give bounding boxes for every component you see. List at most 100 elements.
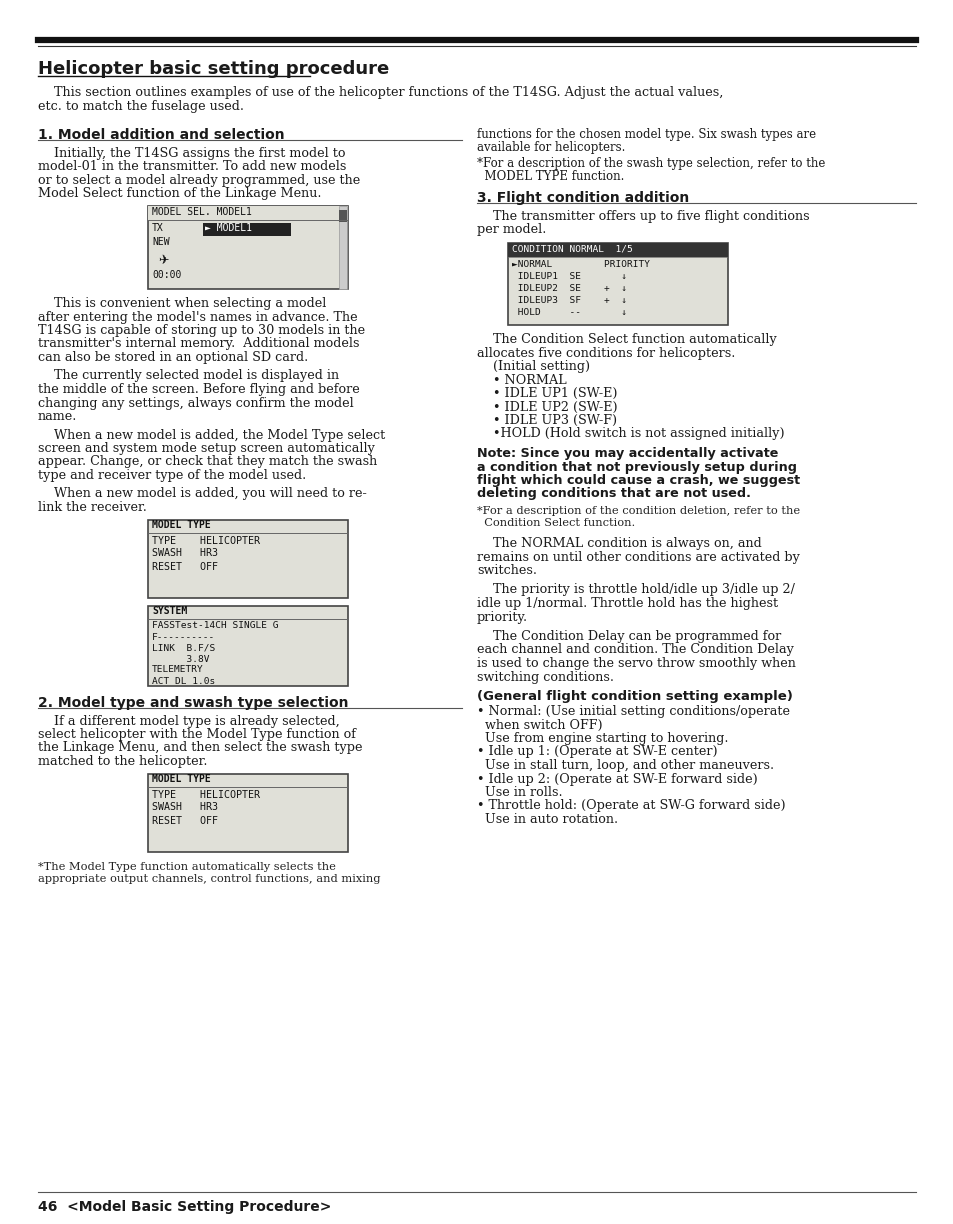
Text: functions for the chosen model type. Six swash types are: functions for the chosen model type. Six… (476, 129, 815, 141)
Text: type and receiver type of the model used.: type and receiver type of the model used… (38, 469, 306, 482)
Text: TX: TX (152, 223, 164, 233)
Text: • NORMAL: • NORMAL (476, 373, 566, 387)
Text: This section outlines examples of use of the helicopter functions of the T14SG. : This section outlines examples of use of… (38, 86, 722, 99)
Text: Use in rolls.: Use in rolls. (476, 786, 562, 799)
Text: link the receiver.: link the receiver. (38, 501, 147, 514)
Text: Use in stall turn, loop, and other maneuvers.: Use in stall turn, loop, and other maneu… (476, 759, 773, 772)
Text: Condition Select function.: Condition Select function. (476, 519, 635, 529)
Text: F----------: F---------- (152, 633, 215, 641)
Text: FASSTest-14CH SINGLE G: FASSTest-14CH SINGLE G (152, 622, 278, 630)
Bar (507, 244, 727, 257)
Text: appropriate output channels, control functions, and mixing: appropriate output channels, control fun… (38, 874, 380, 884)
Text: matched to the helicopter.: matched to the helicopter. (38, 755, 208, 767)
Text: 3. Flight condition addition: 3. Flight condition addition (476, 191, 688, 204)
Bar (338, 211, 347, 222)
Text: switches.: switches. (476, 564, 537, 577)
Text: The NORMAL condition is always on, and: The NORMAL condition is always on, and (476, 537, 760, 550)
Text: select helicopter with the Model Type function of: select helicopter with the Model Type fu… (38, 728, 355, 741)
Text: HOLD     --       ↓: HOLD -- ↓ (512, 308, 626, 317)
Text: MODEL SEL. MODEL1: MODEL SEL. MODEL1 (152, 207, 252, 217)
Text: priority.: priority. (476, 611, 528, 623)
Bar (148, 519, 348, 597)
Text: name.: name. (38, 410, 77, 424)
Bar (507, 244, 727, 326)
Text: or to select a model already programmed, use the: or to select a model already programmed,… (38, 174, 360, 187)
Text: ► MODEL1: ► MODEL1 (205, 223, 252, 233)
Bar (148, 774, 348, 852)
Text: *For a description of the condition deletion, refer to the: *For a description of the condition dele… (476, 506, 800, 517)
Text: •HOLD (Hold switch is not assigned initially): •HOLD (Hold switch is not assigned initi… (476, 427, 783, 441)
Text: NEW: NEW (152, 237, 170, 247)
Text: This is convenient when selecting a model: This is convenient when selecting a mode… (38, 297, 326, 310)
Text: 3.8V: 3.8V (152, 655, 210, 663)
Text: idle up 1/normal. Throttle hold has the highest: idle up 1/normal. Throttle hold has the … (476, 597, 778, 610)
Text: IDLEUP2  SE    +  ↓: IDLEUP2 SE + ↓ (512, 284, 626, 293)
Text: remains on until other conditions are activated by: remains on until other conditions are ac… (476, 551, 799, 563)
Text: a condition that not previously setup during: a condition that not previously setup du… (476, 460, 796, 474)
Text: available for helicopters.: available for helicopters. (476, 141, 625, 154)
Text: TYPE    HELICOPTER: TYPE HELICOPTER (152, 536, 260, 546)
Text: etc. to match the fuselage used.: etc. to match the fuselage used. (38, 100, 244, 113)
Text: • IDLE UP1 (SW-E): • IDLE UP1 (SW-E) (476, 387, 617, 400)
Text: per model.: per model. (476, 224, 546, 236)
Text: 2. Model type and swash type selection: 2. Model type and swash type selection (38, 695, 348, 710)
Text: deleting conditions that are not used.: deleting conditions that are not used. (476, 487, 750, 501)
Text: TELEMETRY: TELEMETRY (152, 666, 204, 674)
Text: The Condition Delay can be programmed for: The Condition Delay can be programmed fo… (476, 630, 781, 643)
Text: 00:00: 00:00 (152, 271, 181, 280)
Text: 1. Model addition and selection: 1. Model addition and selection (38, 129, 284, 142)
Text: *For a description of the swash type selection, refer to the: *For a description of the swash type sel… (476, 157, 824, 170)
Text: • Idle up 1: (Operate at SW-E center): • Idle up 1: (Operate at SW-E center) (476, 745, 717, 759)
Text: ✈: ✈ (158, 255, 169, 267)
Text: ►NORMAL         PRIORITY: ►NORMAL PRIORITY (512, 259, 649, 269)
Text: IDLEUP1  SE       ↓: IDLEUP1 SE ↓ (512, 272, 626, 282)
Text: MODEL TYPE: MODEL TYPE (152, 775, 211, 785)
Text: Use from engine starting to hovering.: Use from engine starting to hovering. (476, 732, 728, 745)
Text: after entering the model's names in advance. The: after entering the model's names in adva… (38, 311, 357, 323)
Text: appear. Change, or check that they match the swash: appear. Change, or check that they match… (38, 455, 376, 469)
Text: SWASH   HR3: SWASH HR3 (152, 803, 218, 813)
Text: model-01 in the transmitter. To add new models: model-01 in the transmitter. To add new … (38, 160, 346, 174)
Text: If a different model type is already selected,: If a different model type is already sel… (38, 715, 339, 727)
Text: flight which could cause a crash, we suggest: flight which could cause a crash, we sug… (476, 474, 800, 487)
Text: When a new model is added, you will need to re-: When a new model is added, you will need… (38, 487, 366, 501)
Text: screen and system mode setup screen automatically: screen and system mode setup screen auto… (38, 442, 375, 455)
Text: • IDLE UP2 (SW-E): • IDLE UP2 (SW-E) (476, 400, 617, 414)
Text: LINK  B.F/S: LINK B.F/S (152, 644, 215, 652)
Bar (338, 206, 347, 289)
Bar (148, 206, 348, 220)
Text: Use in auto rotation.: Use in auto rotation. (476, 813, 618, 826)
Text: transmitter's internal memory.  Additional models: transmitter's internal memory. Additiona… (38, 338, 359, 350)
Text: (Initial setting): (Initial setting) (476, 360, 590, 373)
Bar (148, 206, 348, 289)
Text: MODEL TYPE function.: MODEL TYPE function. (476, 170, 623, 184)
Text: (General flight condition setting example): (General flight condition setting exampl… (476, 690, 792, 703)
Text: Initially, the T14SG assigns the first model to: Initially, the T14SG assigns the first m… (38, 147, 345, 160)
Text: • Throttle hold: (Operate at SW-G forward side): • Throttle hold: (Operate at SW-G forwar… (476, 799, 785, 813)
Text: switching conditions.: switching conditions. (476, 671, 614, 683)
Text: The Condition Select function automatically: The Condition Select function automatica… (476, 333, 776, 346)
Text: SWASH   HR3: SWASH HR3 (152, 548, 218, 558)
Text: is used to change the servo throw smoothly when: is used to change the servo throw smooth… (476, 657, 795, 670)
Text: When a new model is added, the Model Type select: When a new model is added, the Model Typ… (38, 428, 385, 442)
Text: IDLEUP3  SF    +  ↓: IDLEUP3 SF + ↓ (512, 296, 626, 305)
Bar (148, 606, 348, 685)
Text: Helicopter basic setting procedure: Helicopter basic setting procedure (38, 60, 389, 78)
Text: MODEL TYPE: MODEL TYPE (152, 520, 211, 530)
Text: CONDITION NORMAL  1/5: CONDITION NORMAL 1/5 (512, 244, 632, 253)
Text: each channel and condition. The Condition Delay: each channel and condition. The Conditio… (476, 644, 793, 656)
Text: the Linkage Menu, and then select the swash type: the Linkage Menu, and then select the sw… (38, 742, 362, 754)
Text: Note: Since you may accidentally activate: Note: Since you may accidentally activat… (476, 447, 778, 460)
Text: • Normal: (Use initial setting conditions/operate: • Normal: (Use initial setting condition… (476, 705, 789, 718)
Text: The currently selected model is displayed in: The currently selected model is displaye… (38, 370, 338, 382)
Text: allocates five conditions for helicopters.: allocates five conditions for helicopter… (476, 346, 735, 360)
Text: 46  <Model Basic Setting Procedure>: 46 <Model Basic Setting Procedure> (38, 1200, 331, 1214)
Bar (203, 223, 291, 236)
Text: can also be stored in an optional SD card.: can also be stored in an optional SD car… (38, 351, 308, 364)
Text: RESET   OFF: RESET OFF (152, 815, 218, 825)
Text: The transmitter offers up to five flight conditions: The transmitter offers up to five flight… (476, 211, 809, 223)
Text: RESET   OFF: RESET OFF (152, 562, 218, 572)
Text: Model Select function of the Linkage Menu.: Model Select function of the Linkage Men… (38, 187, 321, 201)
Text: • IDLE UP3 (SW-F): • IDLE UP3 (SW-F) (476, 414, 617, 427)
Text: T14SG is capable of storing up to 30 models in the: T14SG is capable of storing up to 30 mod… (38, 324, 365, 337)
